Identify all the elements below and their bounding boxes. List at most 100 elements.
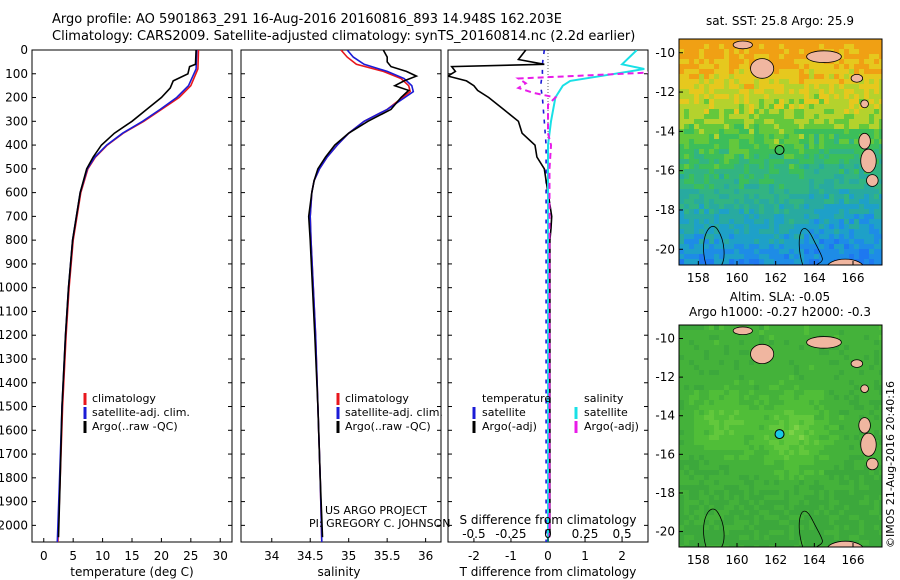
map-cell (754, 169, 760, 175)
map-cell (719, 259, 725, 265)
map-cell (689, 360, 695, 366)
map-cell (784, 99, 790, 105)
map-cell (724, 540, 730, 546)
map-cell (774, 54, 780, 60)
map-cell (744, 465, 750, 471)
map-cell (809, 99, 815, 105)
map-cell (794, 405, 800, 411)
map-cell (779, 505, 785, 511)
map-cell (764, 84, 770, 90)
map-cell (829, 234, 835, 240)
map-cell (774, 64, 780, 70)
map-cell (829, 355, 835, 361)
map-cell (794, 59, 800, 65)
map-cell (784, 430, 790, 436)
map-cell (729, 515, 735, 521)
map-cell (704, 189, 710, 195)
map-cell (869, 74, 875, 80)
map-cell (814, 209, 820, 215)
map-cell (779, 224, 785, 230)
map-cell (839, 465, 845, 471)
map-cell (719, 114, 725, 120)
map-cell (869, 485, 875, 491)
map-cell (774, 480, 780, 486)
map-cell (719, 390, 725, 396)
map-cell (859, 450, 865, 456)
map-cell (879, 144, 882, 150)
map-cell (869, 545, 875, 547)
map-cell (824, 525, 830, 531)
map-cell (764, 365, 770, 371)
map-cell (704, 430, 710, 436)
map-cell (854, 325, 860, 331)
map-cell (704, 144, 710, 150)
map-cell (774, 104, 780, 110)
map-cell (694, 89, 700, 95)
map-cell (809, 525, 815, 531)
map-cell (734, 350, 740, 356)
map-cell (859, 199, 865, 205)
map-cell (719, 214, 725, 220)
map-cell (819, 64, 825, 70)
map-cell (879, 455, 882, 461)
map-cell (874, 415, 880, 421)
map-cell (774, 375, 780, 381)
map-cell (689, 79, 695, 85)
map-cell (754, 249, 760, 255)
map-cell (784, 244, 790, 250)
map-cell (794, 375, 800, 381)
map-cell (684, 410, 690, 416)
map-cell (829, 380, 835, 386)
map-cell (764, 400, 770, 406)
map-cell (754, 224, 760, 230)
map-cell (744, 450, 750, 456)
map-cell (774, 129, 780, 135)
map-cell (799, 335, 805, 341)
map-cell (874, 104, 880, 110)
map-cell (794, 460, 800, 466)
map-cell (854, 209, 860, 215)
map-cell (764, 209, 770, 215)
map-cell (789, 144, 795, 150)
map-cell (774, 485, 780, 491)
map-cell (834, 390, 840, 396)
map-cell (749, 94, 755, 100)
map-cell (844, 425, 850, 431)
map-cell (824, 505, 830, 511)
map-cell (829, 450, 835, 456)
map-cell (789, 244, 795, 250)
map-cell (774, 350, 780, 356)
island-shape (750, 343, 775, 365)
map-cell (844, 94, 850, 100)
map-cell (799, 124, 805, 130)
map-cell (774, 194, 780, 200)
map-cell (689, 214, 695, 220)
map-cell (779, 520, 785, 526)
map-cell (719, 109, 725, 115)
map-cell (689, 194, 695, 200)
map-cell (829, 480, 835, 486)
depth-axis-ticks (32, 49, 648, 526)
map-cell (719, 330, 725, 336)
map-cell (734, 114, 740, 120)
map-cell (814, 465, 820, 471)
map-cell (859, 375, 865, 381)
map-cell (734, 540, 740, 546)
map-cell (699, 214, 705, 220)
map-cell (844, 390, 850, 396)
map-cell (739, 395, 745, 401)
map-cell (849, 530, 855, 536)
map-cell (814, 134, 820, 140)
map-cell (694, 365, 700, 371)
map-cell (869, 355, 875, 361)
map-cell (729, 259, 735, 265)
map-cell (819, 405, 825, 411)
island-shape (732, 40, 753, 50)
map-cell (774, 39, 780, 45)
map-cell (684, 475, 690, 481)
map-cell (784, 169, 790, 175)
map-cell (859, 49, 865, 55)
map-cell (694, 390, 700, 396)
map-cell (694, 455, 700, 461)
map-cell (799, 440, 805, 446)
